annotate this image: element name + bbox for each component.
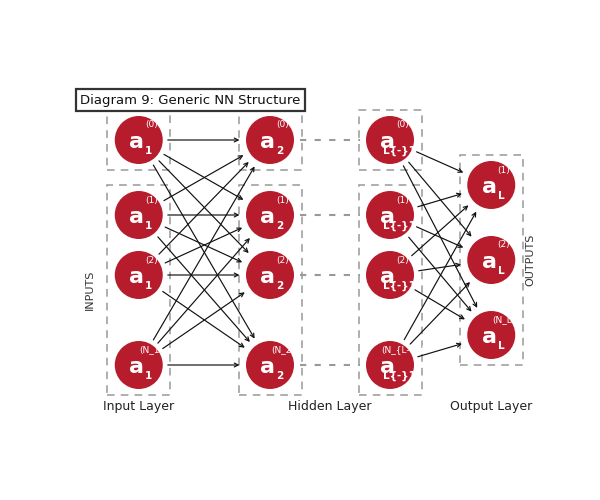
Circle shape [115,251,163,299]
Text: (1): (1) [277,196,289,204]
Text: (0): (0) [145,120,158,130]
Text: 2: 2 [276,281,283,291]
Text: Diagram 9: Generic NN Structure: Diagram 9: Generic NN Structure [80,94,301,107]
Text: (0): (0) [277,120,289,130]
Circle shape [467,311,515,359]
Circle shape [115,116,163,164]
Circle shape [467,161,515,209]
Text: (2): (2) [397,256,409,264]
Text: $\mathbf{a}$: $\mathbf{a}$ [128,267,143,287]
Text: $\mathbf{a}$: $\mathbf{a}$ [259,132,275,152]
Text: $\mathbf{a}$: $\mathbf{a}$ [259,207,275,227]
Circle shape [366,116,414,164]
Text: (N_1): (N_1) [139,346,163,354]
Circle shape [115,191,163,239]
Text: 1: 1 [145,221,152,231]
Text: $\mathbf{a}$: $\mathbf{a}$ [128,132,143,152]
Circle shape [366,191,414,239]
Text: $\mathbf{a}$: $\mathbf{a}$ [379,267,395,287]
Circle shape [366,251,414,299]
Text: (0): (0) [397,120,409,130]
Text: $\mathbf{a}$: $\mathbf{a}$ [481,178,496,197]
Text: $\mathbf{a}$: $\mathbf{a}$ [259,267,275,287]
Text: 1: 1 [145,371,152,381]
Circle shape [115,341,163,389]
Text: (2): (2) [145,256,158,264]
Text: (1): (1) [497,166,511,174]
Circle shape [246,251,294,299]
Text: 1: 1 [145,281,152,291]
Text: Input Layer: Input Layer [103,400,175,412]
Text: 2: 2 [276,146,283,156]
Text: 2: 2 [276,371,283,381]
Text: OUTPUTS: OUTPUTS [525,234,535,286]
Text: Output Layer: Output Layer [450,400,532,412]
Text: L{-}1: L{-}1 [383,371,416,382]
Text: $\mathbf{a}$: $\mathbf{a}$ [128,357,143,377]
Text: $\mathbf{a}$: $\mathbf{a}$ [259,357,275,377]
Text: (N_L): (N_L) [493,316,515,324]
Text: 1: 1 [145,146,152,156]
Text: L: L [497,191,505,201]
Circle shape [246,191,294,239]
Text: L: L [497,341,505,351]
Text: $\mathbf{a}$: $\mathbf{a}$ [379,132,395,152]
Circle shape [467,236,515,284]
Text: (2): (2) [497,240,511,250]
Text: INPUTS: INPUTS [85,270,95,310]
Text: (1): (1) [397,196,409,204]
Text: (2): (2) [277,256,289,264]
Circle shape [246,341,294,389]
Text: (N_2): (N_2) [271,346,295,354]
Text: $\mathbf{a}$: $\mathbf{a}$ [481,252,496,272]
Text: L{-}1: L{-}1 [383,281,416,291]
Text: $\mathbf{a}$: $\mathbf{a}$ [379,207,395,227]
Text: $\mathbf{a}$: $\mathbf{a}$ [379,357,395,377]
Text: L{-}1: L{-}1 [383,221,416,232]
Text: (N_{L-1}): (N_{L-1}) [381,346,425,354]
Circle shape [246,116,294,164]
Text: 2: 2 [276,221,283,231]
Text: L: L [497,266,505,276]
Text: L{-}1: L{-}1 [383,146,416,156]
Text: $\mathbf{a}$: $\mathbf{a}$ [481,327,496,347]
Text: Hidden Layer: Hidden Layer [288,400,372,412]
Text: $\mathbf{a}$: $\mathbf{a}$ [128,207,143,227]
Circle shape [366,341,414,389]
Text: (1): (1) [145,196,158,204]
